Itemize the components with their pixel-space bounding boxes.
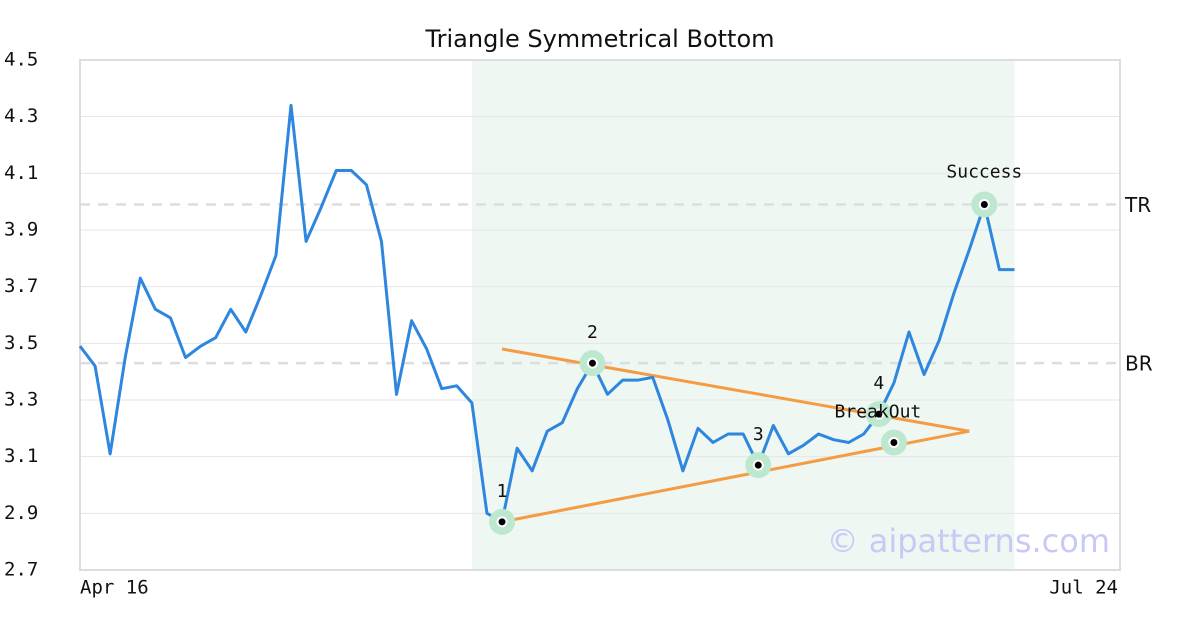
point-marker — [586, 357, 598, 369]
y-tick-label: 3.5 — [4, 332, 38, 354]
plot-frame — [79, 59, 1121, 571]
x-tick-label: Jul 24 — [1049, 577, 1118, 599]
y-tick-label: 4.3 — [4, 105, 38, 127]
point-label: 1 — [497, 481, 508, 502]
point-label: 4 — [873, 373, 884, 394]
point-label: Success — [946, 162, 1022, 183]
level-label: BR — [1125, 352, 1153, 376]
point-marker — [888, 437, 900, 448]
point-label: BreakOut — [835, 402, 922, 423]
chart-title: Triangle Symmetrical Bottom — [424, 25, 774, 53]
y-tick-label: 3.9 — [4, 219, 38, 241]
point-marker — [496, 516, 508, 528]
point-label: 2 — [587, 322, 598, 343]
y-tick-label: 2.9 — [4, 502, 38, 524]
point-marker — [873, 408, 885, 420]
y-tick-label: 4.5 — [4, 49, 38, 71]
point-marker — [978, 199, 990, 210]
y-tick-label: 2.7 — [4, 559, 38, 581]
level-label: TR — [1124, 193, 1151, 217]
price-line — [78, 103, 1015, 524]
point-marker — [752, 459, 764, 471]
y-tick-label: 3.7 — [4, 275, 38, 297]
shaded-region — [471, 60, 1015, 570]
y-tick-label: 3.3 — [4, 389, 38, 411]
y-tick-label: 4.1 — [4, 162, 38, 184]
watermark: © aipatterns.com — [827, 522, 1110, 560]
x-tick-label: Apr 16 — [80, 577, 149, 599]
point-label: 3 — [753, 424, 764, 445]
y-tick-label: 3.1 — [4, 445, 38, 467]
